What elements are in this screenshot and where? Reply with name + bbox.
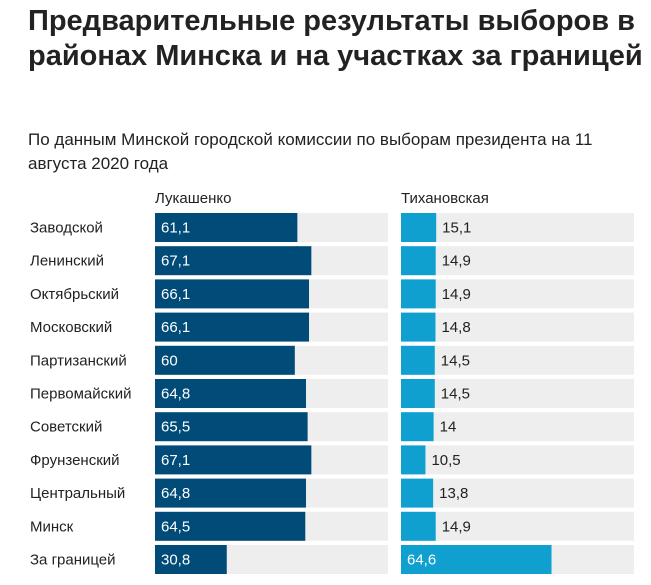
data-label-lukashenko: 65,5 [161,419,190,436]
bar-tikhanovskaya [401,379,435,408]
bar-tikhanovskaya [401,213,437,242]
bar-lukashenko [155,379,306,408]
category-label: Центральный [30,485,125,502]
category-label: Фрунзенский [30,452,120,469]
data-label-tikhanovskaya: 14,9 [442,253,471,270]
category-label: Партизанский [30,352,127,369]
data-label-lukashenko: 66,1 [161,319,190,336]
data-label-tikhanovskaya: 10,5 [431,452,460,469]
bar-track-tikhanovskaya [401,246,634,276]
data-label-tikhanovskaya: 14 [440,419,457,436]
bar-tikhanovskaya [401,478,434,508]
bar-lukashenko [155,545,227,574]
series-header-tikhanovskaya: Тихановская [401,190,489,207]
bar-track-tikhanovskaya [401,379,634,408]
bar-track-tikhanovskaya [401,279,634,309]
bar-lukashenko [155,312,310,342]
bar-track-tikhanovskaya [401,478,634,508]
bar-tikhanovskaya [401,345,435,375]
category-label: Советский [30,419,102,436]
bar-tikhanovskaya [401,412,434,442]
category-label: Заводской [30,220,103,237]
data-label-lukashenko: 64,8 [161,386,190,403]
category-label: Ленинский [30,253,104,270]
category-label: Октябрьский [30,286,119,303]
bar-lukashenko [155,279,310,309]
bar-lukashenko [155,246,312,276]
data-label-tikhanovskaya: 14,5 [441,386,470,403]
bar-lukashenko [155,511,306,541]
bar-track-tikhanovskaya [401,345,634,375]
category-label: Минск [30,518,74,535]
bar-tikhanovskaya [401,279,436,309]
category-label: Московский [30,319,112,336]
bar-lukashenko [155,445,312,475]
bar-track-tikhanovskaya [401,511,634,541]
data-label-tikhanovskaya: 64,6 [407,552,436,569]
chart-title: Предварительные результаты выборов в рай… [28,5,643,72]
data-label-lukashenko: 61,1 [161,220,190,237]
data-label-tikhanovskaya: 15,1 [442,220,471,237]
series-header-lukashenko: Лукашенко [155,190,231,207]
data-label-lukashenko: 64,8 [161,485,190,502]
bar-track-tikhanovskaya [401,213,634,242]
data-label-lukashenko: 66,1 [161,286,190,303]
bar-tikhanovskaya [401,246,436,276]
bar-tikhanovskaya [401,545,552,574]
data-label-tikhanovskaya: 14,5 [441,352,470,369]
data-label-lukashenko: 30,8 [161,552,190,569]
bar-lukashenko [155,412,308,442]
chart-subtitle: По данным Минской городской комиссии по … [28,130,593,173]
data-label-tikhanovskaya: 14,9 [442,286,471,303]
bar-tikhanovskaya [401,312,436,342]
bar-track-tikhanovskaya [401,312,634,342]
category-label: Первомайский [30,386,131,403]
data-label-tikhanovskaya: 13,8 [439,485,468,502]
bar-tikhanovskaya [401,511,436,541]
data-label-lukashenko: 67,1 [161,253,190,270]
bar-lukashenko [155,213,298,242]
data-label-lukashenko: 64,5 [161,518,190,535]
data-label-tikhanovskaya: 14,8 [441,319,470,336]
bar-tikhanovskaya [401,445,426,475]
data-label-tikhanovskaya: 14,9 [442,518,471,535]
bar-track-tikhanovskaya [401,412,634,442]
bar-lukashenko [155,478,306,508]
category-label: За границей [30,552,116,569]
bar-lukashenko [155,345,295,375]
bar-track-tikhanovskaya [401,445,634,475]
data-label-lukashenko: 67,1 [161,452,190,469]
data-label-lukashenko: 60 [161,352,178,369]
